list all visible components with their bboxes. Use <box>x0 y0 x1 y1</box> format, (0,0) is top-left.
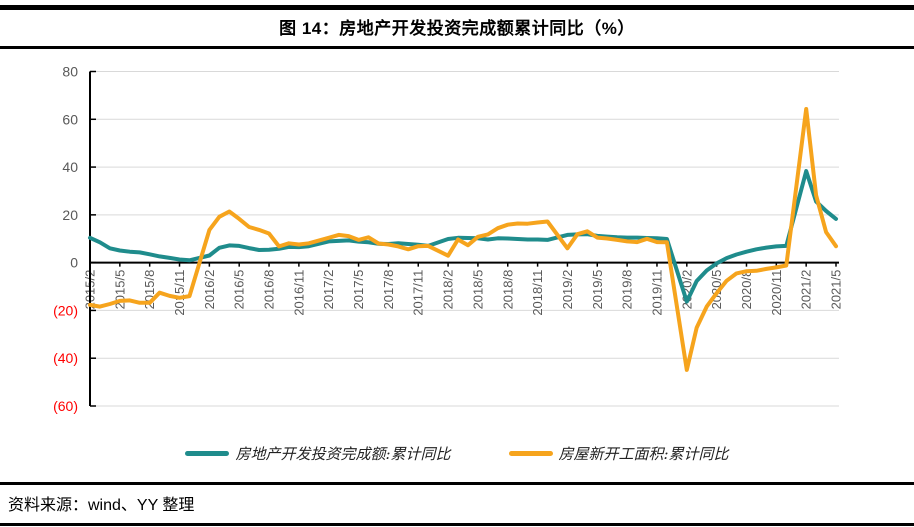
x-axis-label: 2018/5 <box>470 270 485 310</box>
legend-item-investment: 房地产开发投资完成额:累计同比 <box>185 443 451 464</box>
y-axis-label: (40) <box>53 350 78 366</box>
x-axis-label: 2019/11 <box>649 270 664 316</box>
investment-series-swatch <box>185 450 230 457</box>
x-axis-label: 2020/2 <box>679 270 694 310</box>
x-axis-label: 2018/8 <box>500 270 515 310</box>
x-axis-label: 2017/2 <box>321 270 336 310</box>
x-axis-label: 2016/11 <box>291 270 306 316</box>
investment-line <box>88 169 838 304</box>
y-axis-label: 40 <box>62 159 78 175</box>
legend-item-new-starts: 房屋新开工面积:累计同比 <box>508 443 729 464</box>
x-axis-label: 2015/11 <box>172 270 187 316</box>
y-axis-label: (60) <box>53 398 78 414</box>
x-axis-labels: 2015/22015/52015/82015/112016/22016/5201… <box>83 262 844 316</box>
x-axis-label: 2016/8 <box>262 270 277 310</box>
gridlines <box>90 71 839 407</box>
source-divider <box>0 482 914 485</box>
x-axis-label: 2021/2 <box>799 270 814 310</box>
y-axis-label: 80 <box>62 64 78 80</box>
x-axis-label: 2016/5 <box>232 270 247 310</box>
x-axis-label: 2020/11 <box>769 270 784 316</box>
source-note: 资料来源：wind、YY 整理 <box>8 497 195 514</box>
y-axis-labels: 80 60 40 20 0 (20) (40) (60) <box>53 64 96 414</box>
x-axis-label: 2019/5 <box>590 270 605 310</box>
y-axis-label: 20 <box>62 207 78 223</box>
top-border <box>0 5 914 10</box>
new-starts-series-swatch <box>508 450 553 457</box>
x-axis-label: 2019/2 <box>560 270 575 310</box>
x-axis-label: 2020/8 <box>739 270 754 310</box>
new-starts-series-label: 房屋新开工面积:累计同比 <box>558 445 729 463</box>
x-axis-label: 2021/5 <box>829 270 844 310</box>
y-axis-label: 60 <box>62 111 78 127</box>
x-axis-label: 2017/8 <box>381 270 396 310</box>
x-axis-label: 2016/2 <box>202 270 217 310</box>
x-axis-label: 2018/11 <box>530 270 545 316</box>
y-axis-label: 0 <box>70 255 78 271</box>
x-axis-label: 2017/11 <box>411 270 426 316</box>
chart-legend: 房地产开发投资完成额:累计同比 房屋新开工面积:累计同比 <box>0 443 914 464</box>
bottom-border <box>0 523 914 526</box>
x-axis-label: 2019/8 <box>620 270 635 310</box>
title-divider <box>0 46 914 49</box>
investment-series-label: 房地产开发投资完成额:累计同比 <box>235 445 451 463</box>
x-axis-label: 2017/5 <box>351 270 366 310</box>
new-starts-line <box>88 107 838 372</box>
figure-title: 图 14：房地产开发投资完成额累计同比（%） <box>279 19 635 38</box>
y-axis-label: (20) <box>53 302 78 318</box>
x-axis-label: 2018/2 <box>441 270 456 310</box>
